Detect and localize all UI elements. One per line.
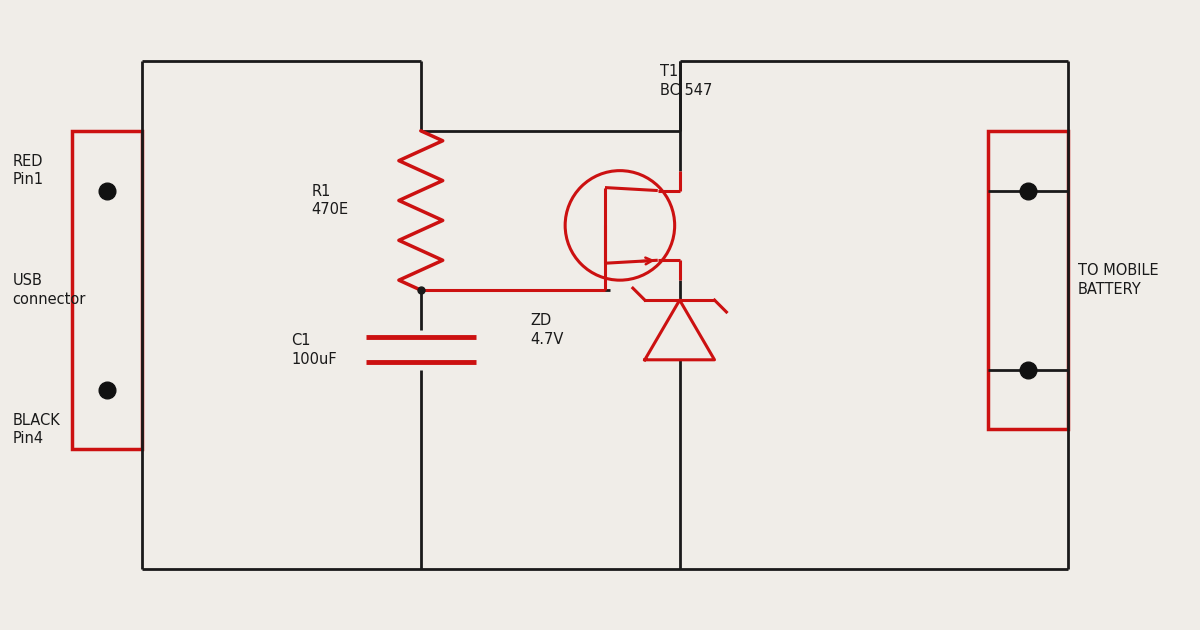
Text: C1
100uF: C1 100uF (292, 333, 337, 367)
Text: R1
470E: R1 470E (311, 184, 348, 217)
Text: ZD
4.7V: ZD 4.7V (530, 313, 564, 347)
Text: BLACK
Pin4: BLACK Pin4 (13, 413, 60, 446)
Bar (989, 131, 1068, 430)
Text: TO MOBILE
BATTERY: TO MOBILE BATTERY (1078, 263, 1158, 297)
Text: USB
connector: USB connector (13, 273, 86, 307)
Bar (72, 131, 142, 449)
Text: T1
BC 547: T1 BC 547 (660, 64, 712, 98)
Text: RED
Pin1: RED Pin1 (13, 154, 43, 188)
